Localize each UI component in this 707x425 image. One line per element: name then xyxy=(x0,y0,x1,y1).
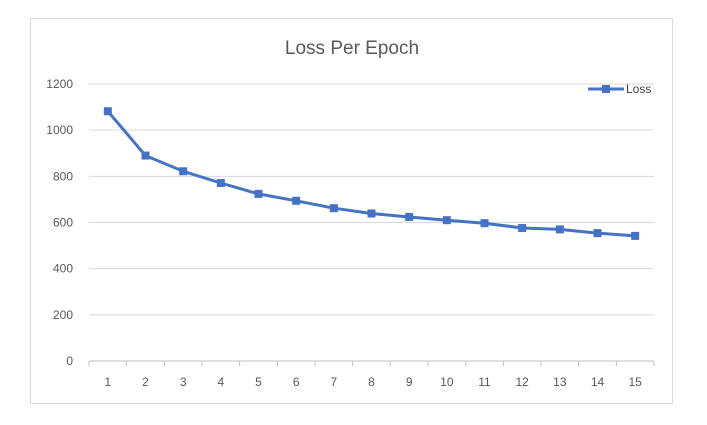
data-point-4 xyxy=(216,179,225,188)
legend-label-loss: Loss xyxy=(626,82,651,96)
chart-title: Loss Per Epoch xyxy=(285,38,419,59)
y-tick-label-200: 200 xyxy=(53,308,73,322)
x-tick-label-15: 15 xyxy=(628,375,642,389)
data-point-8 xyxy=(367,209,376,218)
y-tick-label-1000: 1000 xyxy=(46,123,73,137)
legend-marker-loss xyxy=(602,85,610,93)
data-point-10 xyxy=(442,216,451,225)
data-point-7 xyxy=(329,204,338,213)
y-tick-label-800: 800 xyxy=(53,169,73,183)
x-tick-label-1: 1 xyxy=(104,375,111,389)
x-tick-label-2: 2 xyxy=(142,375,149,389)
data-point-11 xyxy=(480,219,489,228)
data-point-13 xyxy=(555,225,564,234)
data-point-3 xyxy=(179,167,188,176)
data-point-15 xyxy=(631,231,640,240)
data-point-6 xyxy=(292,196,301,205)
data-point-1 xyxy=(103,107,112,116)
y-tick-label-1200: 1200 xyxy=(46,77,73,91)
x-tick-label-10: 10 xyxy=(440,375,454,389)
x-tick-label-12: 12 xyxy=(515,375,529,389)
series-loss xyxy=(103,107,640,240)
data-point-2 xyxy=(141,151,150,160)
x-tick-label-3: 3 xyxy=(180,375,187,389)
data-point-5 xyxy=(254,189,263,198)
x-axis xyxy=(88,360,655,366)
x-tick-label-5: 5 xyxy=(255,375,262,389)
x-tick-label-7: 7 xyxy=(330,375,337,389)
y-tick-label-400: 400 xyxy=(53,262,73,276)
x-tick-label-9: 9 xyxy=(406,375,413,389)
data-point-14 xyxy=(593,229,602,238)
data-point-12 xyxy=(518,224,527,233)
x-tick-label-6: 6 xyxy=(293,375,300,389)
data-point-9 xyxy=(405,212,414,221)
x-tick-label-11: 11 xyxy=(478,375,491,389)
x-tick-label-8: 8 xyxy=(368,375,375,389)
grid-lines xyxy=(89,83,654,316)
x-tick-label-4: 4 xyxy=(217,375,224,389)
x-tick-label-13: 13 xyxy=(553,375,567,389)
x-axis-tick-labels: 1 2 3 4 5 6 7 8 9 10 11 12 13 14 15 xyxy=(104,375,642,389)
y-axis-tick-labels: 0 200 400 600 800 1000 1200 xyxy=(46,77,73,368)
legend: Loss xyxy=(588,82,651,96)
y-tick-label-0: 0 xyxy=(66,354,73,368)
y-tick-label-600: 600 xyxy=(53,216,73,230)
x-tick-label-14: 14 xyxy=(591,375,605,389)
